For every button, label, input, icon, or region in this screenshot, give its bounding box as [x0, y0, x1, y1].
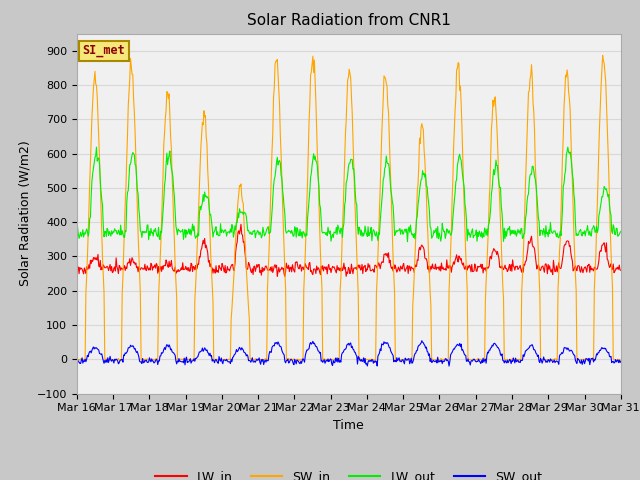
- Line: SW_in: SW_in: [77, 55, 621, 361]
- LW_out: [617, 228, 625, 234]
- SW_in: [83, 274, 90, 280]
- LW_in: [223, 269, 230, 275]
- SW_in: [73, 357, 81, 362]
- Legend: LW_in, SW_in, LW_out, SW_out: LW_in, SW_in, LW_out, SW_out: [150, 465, 547, 480]
- Line: SW_out: SW_out: [77, 341, 621, 366]
- SW_out: [73, 356, 81, 361]
- LW_in: [417, 247, 424, 253]
- Line: LW_in: LW_in: [77, 224, 621, 276]
- SW_in: [139, 357, 147, 363]
- LW_out: [83, 226, 90, 232]
- LW_in: [281, 274, 289, 279]
- LW_in: [433, 266, 440, 272]
- LW_out: [194, 230, 202, 236]
- SW_in: [194, 227, 202, 233]
- LW_in: [617, 267, 625, 273]
- SW_in: [599, 52, 607, 58]
- LW_out: [416, 188, 424, 194]
- SW_in: [292, 358, 300, 364]
- X-axis label: Time: Time: [333, 419, 364, 432]
- SW_out: [83, 357, 90, 362]
- SW_out: [139, 356, 147, 361]
- LW_in: [194, 261, 202, 267]
- LW_out: [223, 233, 230, 239]
- Line: LW_out: LW_out: [77, 147, 621, 242]
- LW_out: [73, 228, 81, 233]
- SW_out: [415, 343, 422, 348]
- SW_in: [223, 357, 230, 362]
- SW_in: [617, 357, 625, 363]
- SW_in: [416, 135, 424, 141]
- LW_in: [237, 221, 245, 227]
- LW_out: [431, 228, 439, 233]
- Title: Solar Radiation from CNR1: Solar Radiation from CNR1: [247, 13, 451, 28]
- SW_out: [418, 338, 426, 344]
- Text: SI_met: SI_met: [82, 44, 125, 58]
- LW_in: [83, 264, 90, 270]
- LW_in: [73, 266, 81, 272]
- SW_out: [223, 356, 230, 362]
- Y-axis label: Solar Radiation (W/m2): Solar Radiation (W/m2): [18, 141, 31, 287]
- SW_out: [445, 363, 453, 369]
- LW_out: [564, 144, 572, 150]
- SW_in: [431, 357, 439, 363]
- SW_out: [194, 354, 202, 360]
- LW_out: [404, 239, 412, 245]
- LW_out: [139, 228, 147, 234]
- SW_out: [617, 359, 625, 364]
- LW_in: [139, 266, 147, 272]
- SW_out: [431, 359, 439, 364]
